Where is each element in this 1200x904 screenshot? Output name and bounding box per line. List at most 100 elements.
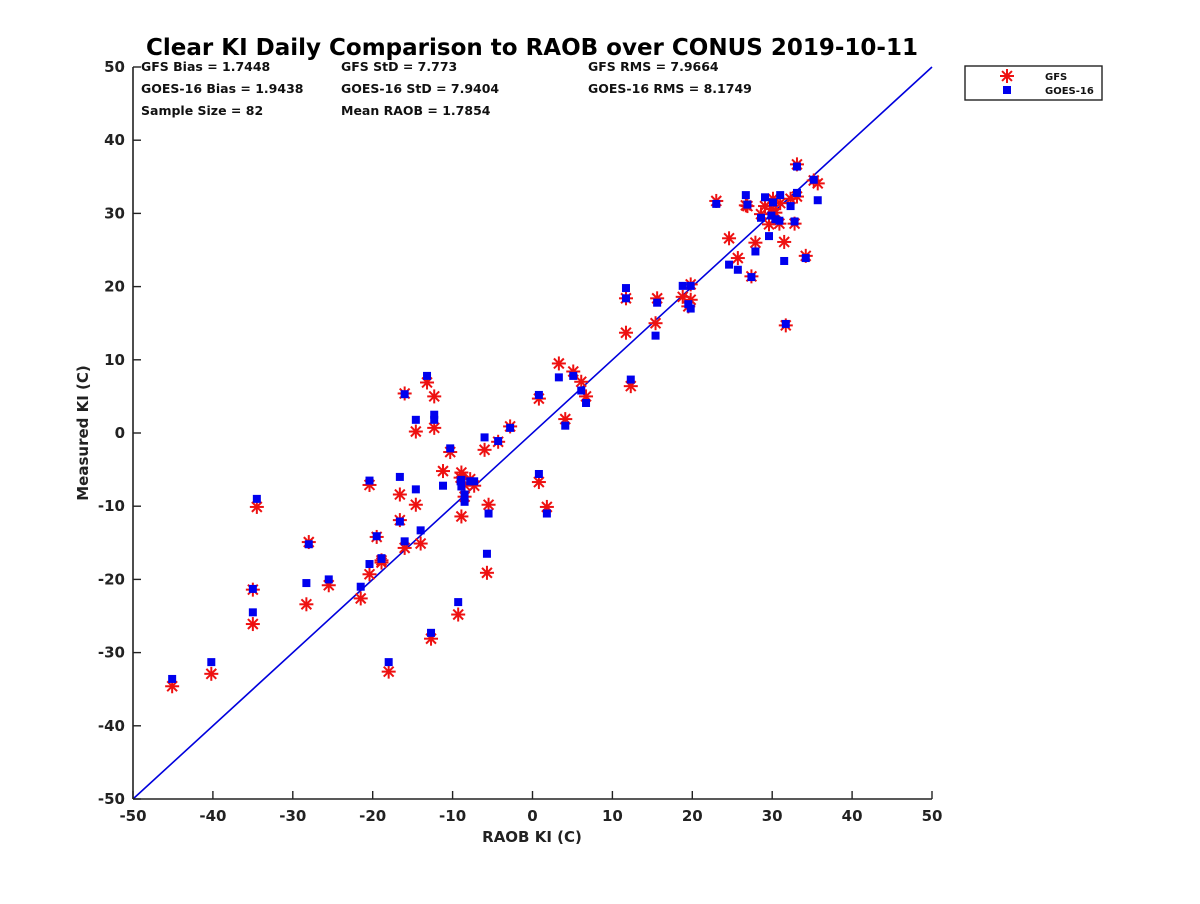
goes16-point [252,494,261,503]
y-tick-label: 0 [115,424,125,442]
goes16-point [561,421,570,430]
goes16-point [430,415,439,424]
x-tick-label: 0 [527,807,537,825]
goes16-point [757,213,766,222]
gfs-point [245,617,260,632]
gfs-point [408,424,423,439]
goes16-point [430,410,439,419]
goes16-point [356,582,365,591]
gfs-point [413,536,428,551]
goes16-point [725,260,734,269]
goes16-point [792,188,801,197]
goes16-point [365,476,374,485]
y-tick-label: -40 [98,717,125,735]
x-tick-label: -40 [199,807,226,825]
goes16-point [653,298,662,307]
goes16-point [621,284,630,293]
goes16-point [813,196,822,205]
goes16-point [395,472,404,481]
gfs-point [574,374,589,389]
goes16-point [765,232,774,241]
goes16-point [712,199,721,208]
gfs-point [427,389,442,404]
gfs-point [408,497,423,512]
gfs-point [451,607,466,622]
goes16-point [626,375,635,384]
axes-layer: -50 -40 -30 -20 -10 0 10 20 30 40 50 -50 -40 -30 -20 -1… [98,58,943,825]
stat-text: GFS Bias = 1.7448 [141,59,270,74]
goes16-point [457,482,466,491]
x-tick-label: -20 [359,807,386,825]
y-tick-label: -20 [98,570,125,588]
goes16-point [411,485,420,494]
goes16-point [542,509,551,518]
goes16-point [248,608,257,617]
goes16-point [751,247,760,256]
goes16-point [324,575,333,584]
stat-text: GOES-16 RMS = 8.1749 [588,81,752,96]
goes16-point [792,162,801,171]
goes16-point [761,193,770,202]
goes16-point [678,281,687,290]
goes16-point [577,386,586,395]
goes16-point [456,477,465,486]
goes16-point [416,526,425,535]
gfs-point [392,487,407,502]
goes16-point [454,598,463,607]
goes16-point [621,294,630,303]
goes16-point [400,537,409,546]
gfs-point [477,442,492,457]
goes16-point [786,202,795,211]
goes16-point [168,674,177,683]
x-tick-label: -10 [439,807,466,825]
gfs-point [427,420,442,435]
x-axis-label: RAOB KI (C) [482,828,582,846]
goes16-point [460,497,469,506]
goes16-point [790,217,799,226]
stat-text: GFS RMS = 7.9664 [588,59,719,74]
goes16-point [446,444,455,453]
goes16-point [494,437,503,446]
gfs-point [454,509,469,524]
goes16-point [427,628,436,637]
goes16-point [733,265,742,274]
x-tick-label: 30 [762,807,783,825]
goes16-point [747,273,756,282]
goes16-point [411,415,420,424]
legend-box [964,65,1103,101]
goes16-point [651,331,660,340]
gfs-point [730,251,745,266]
gfs-point [481,497,496,512]
goes16-point [781,319,790,328]
gfs-point [748,235,763,250]
x-tick-label: 50 [922,807,943,825]
goes16-point [365,560,374,569]
stat-text: GOES-16 Bias = 1.9438 [141,81,303,96]
goes16-point [569,371,578,380]
y-tick-label: 10 [104,351,125,369]
x-tick-label: -30 [279,807,306,825]
chart-title: Clear KI Daily Comparison to RAOB over C… [146,35,918,61]
y-tick-label: 30 [104,204,125,222]
gfs-point [648,316,663,331]
goes16-point [400,390,409,399]
y-tick-label: -10 [98,497,125,515]
goes16-point [484,509,493,518]
y-tick-label: -30 [98,644,125,662]
legend-label: GFS [1045,72,1067,83]
goes16-point [686,304,695,313]
goes16-point [780,256,789,265]
goes16-point [377,554,386,563]
goes16-point [534,469,543,478]
stat-text: Mean RAOB = 1.7854 [341,103,491,118]
goes16-point [686,281,695,290]
goes16-point [741,191,750,200]
gfs-point [204,666,219,681]
gfs-point [436,464,451,479]
goes16-point [775,216,784,225]
goes16-point [460,490,469,499]
goes16-point [480,433,489,442]
goes16-point [395,517,404,526]
